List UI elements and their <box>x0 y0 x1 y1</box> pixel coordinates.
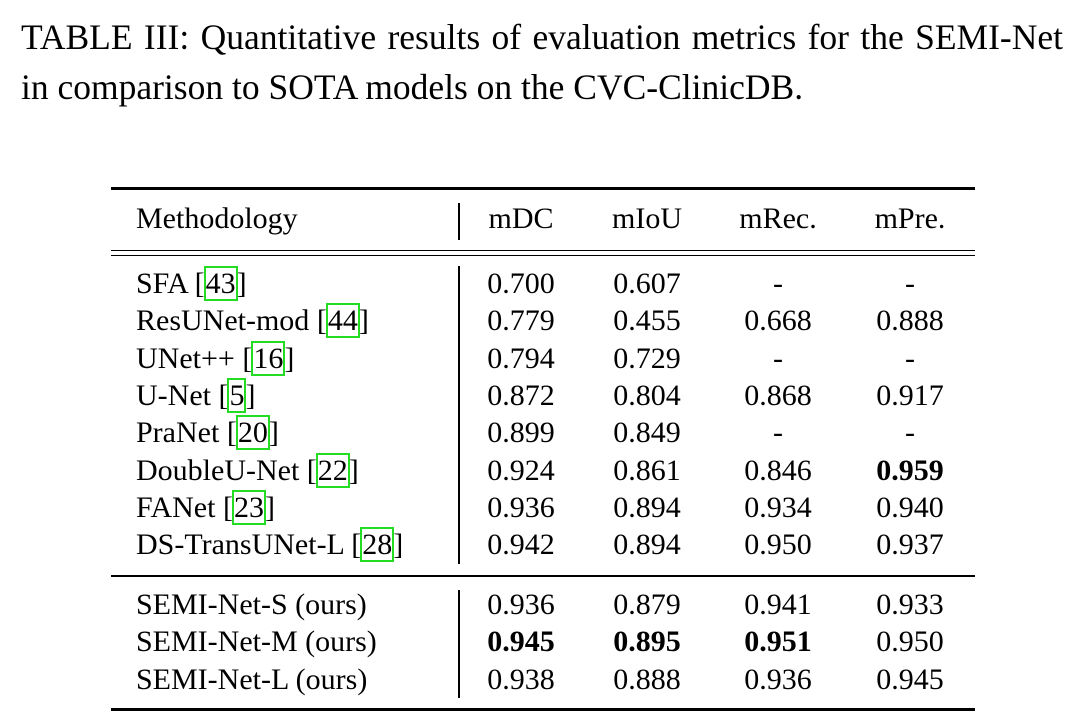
metric-cell: - <box>773 267 783 300</box>
header-mrec: mRec. <box>739 202 817 235</box>
metric-cell: 0.950 <box>744 528 812 562</box>
method-cell: PraNet [20] <box>136 415 279 451</box>
metric-cell: 0.936 <box>487 588 555 621</box>
metric-cell: 0.959 <box>876 453 944 487</box>
metric-cell: - <box>905 267 915 300</box>
method-cell: SEMI-Net-S (ours) <box>136 588 367 622</box>
metric-cell: 0.668 <box>744 304 812 338</box>
method-name: DoubleU-Net <box>136 453 300 487</box>
citation-link[interactable]: 23 <box>231 489 266 525</box>
citation-link[interactable]: 43 <box>203 266 238 301</box>
metric-cell: 0.924 <box>487 453 555 487</box>
metric-cell: 0.945 <box>487 625 555 659</box>
metric-cell: 0.861 <box>613 453 681 487</box>
metric-cell: 0.729 <box>613 341 681 375</box>
metric-cell: 0.938 <box>487 662 555 696</box>
table-caption: TABLE III: Quantitative results of evalu… <box>21 17 1063 107</box>
citation-link[interactable]: 28 <box>360 527 395 563</box>
method-cell: UNet++ [16] <box>136 340 295 376</box>
column-separator <box>458 590 460 698</box>
metric-cell: 0.917 <box>876 378 944 412</box>
metric-cell: 0.934 <box>744 490 812 524</box>
method-name: PraNet <box>136 416 220 450</box>
metric-cell: 0.899 <box>487 416 555 450</box>
metric-cell: - <box>773 416 783 450</box>
metric-cell: 0.607 <box>613 267 681 300</box>
method-cell: U-Net [5] <box>136 377 256 413</box>
metric-cell: 0.950 <box>876 625 944 659</box>
header-methodology: Methodology <box>136 202 298 235</box>
method-cell: FANet [23] <box>136 489 275 525</box>
method-name: SEMI-Net-M (ours) <box>136 625 377 659</box>
metric-cell: 0.888 <box>876 304 944 338</box>
metric-cell: 0.804 <box>613 378 681 412</box>
bottom-rule <box>111 708 975 711</box>
metric-cell: 0.941 <box>744 588 812 621</box>
metric-cell: 0.942 <box>487 528 555 562</box>
metric-cell: 0.879 <box>613 588 681 621</box>
header-mpre: mPre. <box>874 202 946 235</box>
metric-cell: 0.894 <box>613 528 681 562</box>
method-name: FANet <box>136 490 216 524</box>
metric-cell: - <box>905 416 915 450</box>
method-cell: SEMI-Net-M (ours) <box>136 625 377 659</box>
metric-cell: 0.894 <box>613 490 681 524</box>
header-miou: mIoU <box>612 202 682 235</box>
metric-cell: 0.940 <box>876 490 944 524</box>
metric-cell: - <box>905 341 915 375</box>
metric-cell: 0.937 <box>876 528 944 562</box>
citation-link[interactable]: 16 <box>251 340 286 376</box>
citation-link[interactable]: 20 <box>235 415 270 451</box>
header-rule-upper <box>111 250 975 252</box>
metric-cell: 0.945 <box>876 662 944 696</box>
method-name: DS-TransUNet-L <box>136 528 344 562</box>
metric-cell: 0.779 <box>487 304 555 338</box>
citation-link[interactable]: 44 <box>325 303 360 339</box>
metric-cell: 0.794 <box>487 341 555 375</box>
metric-cell: 0.455 <box>613 304 681 338</box>
citation-link[interactable]: 5 <box>227 377 247 413</box>
metric-cell: 0.888 <box>613 662 681 696</box>
method-name: ResUNet-mod <box>136 304 310 338</box>
method-name: SEMI-Net-S (ours) <box>136 588 367 621</box>
top-rule <box>111 187 975 190</box>
citation-link[interactable]: 22 <box>315 452 350 488</box>
metric-cell: 0.872 <box>487 378 555 412</box>
method-name: SEMI-Net-L (ours) <box>136 662 368 696</box>
method-cell: ResUNet-mod [44] <box>136 303 369 339</box>
method-cell: DS-TransUNet-L [28] <box>136 527 404 563</box>
metric-cell: 0.700 <box>487 267 555 300</box>
metric-cell: - <box>773 341 783 375</box>
metric-cell: 0.846 <box>744 453 812 487</box>
metric-cell: 0.936 <box>744 662 812 696</box>
group-separator-rule <box>111 575 975 577</box>
method-cell: SFA [43] <box>136 266 247 301</box>
metric-cell: 0.895 <box>613 625 681 659</box>
header-rule-lower <box>111 255 975 257</box>
metric-cell: 0.868 <box>744 378 812 412</box>
header-column-separator <box>458 203 460 240</box>
column-separator <box>458 266 460 564</box>
method-name: UNet++ <box>136 341 235 375</box>
method-name: U-Net <box>136 378 211 412</box>
metric-cell: 0.951 <box>744 625 812 659</box>
metric-cell: 0.936 <box>487 490 555 524</box>
method-cell: SEMI-Net-L (ours) <box>136 663 367 697</box>
method-cell: DoubleU-Net [22] <box>136 452 359 488</box>
header-mdc: mDC <box>488 202 554 235</box>
method-name: SFA <box>136 267 188 300</box>
metric-cell: 0.849 <box>613 416 681 450</box>
metric-cell: 0.933 <box>876 588 944 621</box>
